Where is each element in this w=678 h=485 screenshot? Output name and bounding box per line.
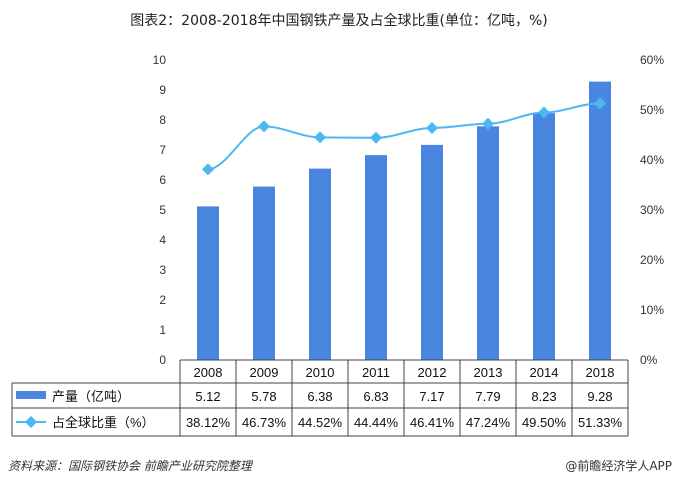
- line-marker: [258, 120, 270, 133]
- category-label: 2012: [418, 365, 447, 380]
- line-marker: [594, 97, 606, 110]
- bar-data-label: 5.78: [251, 389, 276, 404]
- bar-data-label: 6.38: [307, 389, 332, 404]
- line-marker: [314, 131, 326, 144]
- bar: [197, 206, 219, 360]
- right-axis-tick-label: 60%: [640, 53, 664, 67]
- right-axis-tick-label: 20%: [640, 253, 664, 267]
- legend-line-label: 占全球比重（%）: [52, 415, 155, 430]
- left-axis-tick-label: 0: [159, 353, 166, 367]
- line-data-label: 38.12%: [186, 415, 231, 430]
- right-axis-tick-label: 10%: [640, 303, 664, 317]
- left-axis-tick-label: 4: [159, 233, 166, 247]
- bar: [253, 186, 275, 360]
- legend-bar-swatch: [16, 391, 46, 399]
- category-label: 2010: [306, 365, 335, 380]
- bar: [589, 81, 611, 360]
- credit-note: @前瞻经济学人APP: [565, 459, 672, 473]
- right-axis-tick-label: 0%: [640, 353, 658, 367]
- legend-bar-label: 产量（亿吨）: [52, 389, 130, 404]
- bar-data-label: 9.28: [587, 389, 612, 404]
- category-label: 2013: [474, 365, 503, 380]
- bar: [365, 155, 387, 360]
- left-axis-tick-label: 3: [159, 263, 166, 277]
- category-label: 2008: [194, 365, 223, 380]
- category-label: 2011: [362, 365, 390, 380]
- category-label: 2018: [586, 365, 615, 380]
- source-note: 资料来源：国际钢铁协会 前瞻产业研究院整理: [8, 459, 252, 473]
- bar-data-label: 6.83: [363, 389, 388, 404]
- right-axis-tick-label: 50%: [640, 103, 664, 117]
- bar-data-label: 7.17: [419, 389, 444, 404]
- line-data-label: 49.50%: [522, 415, 567, 430]
- left-axis-tick-label: 5: [159, 203, 166, 217]
- line-data-label: 46.73%: [242, 415, 287, 430]
- line-marker: [370, 131, 382, 144]
- right-axis-tick-label: 30%: [640, 203, 664, 217]
- line-marker: [482, 117, 494, 130]
- left-axis-tick-label: 7: [159, 143, 166, 157]
- line-data-label: 44.44%: [354, 415, 399, 430]
- left-axis-tick-label: 1: [159, 323, 166, 337]
- bar: [533, 113, 555, 360]
- left-axis-tick-label: 8: [159, 113, 166, 127]
- bar: [421, 144, 443, 360]
- category-label: 2014: [530, 365, 559, 380]
- legend-line-marker: [25, 416, 37, 428]
- line-marker: [202, 163, 214, 176]
- left-axis-tick-label: 9: [159, 83, 166, 97]
- bar: [309, 168, 331, 360]
- chart-title: 图表2：2008-2018年中国钢铁产量及占全球比重(单位：亿吨，%): [130, 13, 548, 29]
- left-axis-tick-label: 2: [159, 293, 166, 307]
- bar-data-label: 5.12: [195, 389, 220, 404]
- category-label: 2009: [250, 365, 279, 380]
- line-data-label: 51.33%: [578, 415, 623, 430]
- line-data-label: 47.24%: [466, 415, 511, 430]
- right-axis-tick-label: 40%: [640, 153, 664, 167]
- line-data-label: 44.52%: [298, 415, 343, 430]
- left-axis-tick-label: 10: [153, 53, 167, 67]
- left-axis-tick-label: 6: [159, 173, 166, 187]
- line-data-label: 46.41%: [410, 415, 455, 430]
- bar-data-label: 8.23: [531, 389, 556, 404]
- line-marker: [426, 121, 438, 134]
- bar: [477, 126, 499, 360]
- line-marker: [538, 106, 550, 119]
- bar-data-label: 7.79: [475, 389, 500, 404]
